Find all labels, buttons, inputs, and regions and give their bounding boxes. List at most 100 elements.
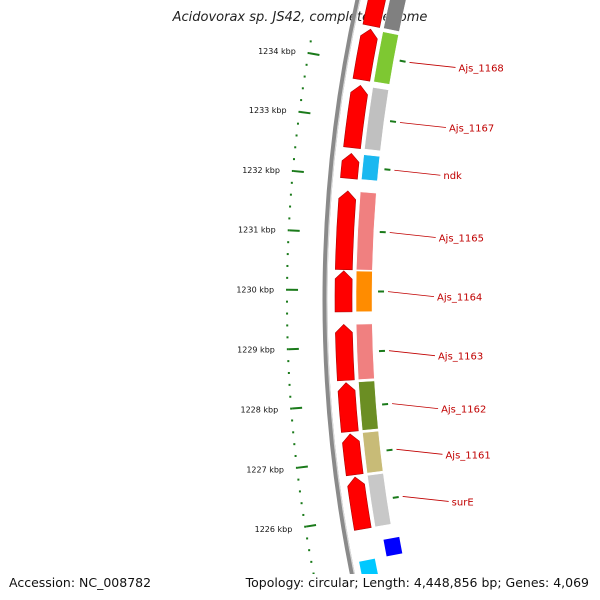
major-tick [297, 465, 308, 469]
cds-arrow [342, 433, 364, 477]
scale-dot [289, 395, 292, 398]
tick-label: 1234 kbp [258, 47, 296, 56]
scale-dot [288, 217, 291, 220]
major-tick [306, 523, 317, 528]
scale-dot [309, 40, 312, 43]
backbone-highlight [326, 0, 361, 590]
scale-dot [286, 348, 289, 351]
cds-arrow [352, 28, 378, 82]
gene-label: surE [452, 497, 474, 508]
scale-dot [294, 454, 297, 457]
gene-tick [389, 120, 397, 123]
topology-label: Topology: circular; Length: 4,448,856 bp… [242, 574, 592, 591]
scale-dot [300, 99, 303, 102]
major-tick [309, 52, 320, 56]
scale-dot [296, 122, 299, 125]
scale-dot [286, 264, 289, 267]
gene-block [373, 31, 399, 85]
cds-track [334, 0, 386, 531]
scale-dot [304, 525, 307, 528]
scale-dot [290, 407, 293, 410]
gene-block [383, 0, 407, 32]
cds-arrow [335, 324, 355, 382]
cds-arrow [347, 476, 372, 531]
scale-dot [312, 572, 315, 575]
gene-block [356, 191, 377, 271]
gene-label-line [394, 169, 441, 176]
tick-label: 1227 kbp [246, 465, 284, 474]
scale-dot [287, 229, 290, 232]
scale-dot [295, 466, 298, 469]
tick-label: 1230 kbp [236, 286, 274, 295]
tick-marks: 1226 kbp 1227 kbp 1228 kbp 1229 kbp 1230 kbp… [236, 47, 320, 534]
accession-label: Accession: NC_008782 [6, 574, 155, 591]
tick-label: 1231 kbp [238, 226, 276, 235]
scale-dot [310, 560, 313, 563]
cds-arrow [343, 85, 368, 149]
backbone-track [322, 0, 361, 590]
scale-dot [297, 478, 300, 481]
tick-label: 1229 kbp [237, 346, 275, 355]
scale-dot [294, 146, 297, 149]
scale-dot [298, 490, 301, 493]
scale-dot [307, 52, 310, 55]
gene-label-line [387, 291, 435, 297]
major-tick [300, 111, 311, 115]
scale-dot [291, 169, 294, 172]
scale-dot [292, 431, 295, 434]
scale-dot [286, 324, 289, 327]
major-tick [292, 406, 303, 410]
gene-label-line [389, 232, 436, 238]
tick-label: 1226 kbp [255, 525, 293, 534]
scale-dot [289, 205, 292, 208]
tick-dot-track [286, 40, 315, 575]
cds-arrow [362, 0, 386, 28]
gene-label: Ajs_1168 [459, 63, 504, 74]
cds-arrow [335, 190, 357, 271]
gene-block [364, 87, 389, 152]
scale-dot [286, 300, 289, 303]
gene-label: Ajs_1167 [449, 123, 494, 134]
backbone-line [322, 0, 361, 590]
scale-dot [291, 419, 294, 422]
scale-dot [286, 312, 289, 315]
gene-label-track: surE Ajs_1161 Ajs_1162 Ajs_1163 Ajs_1164 Ajs_… [378, 59, 504, 508]
tick-label: 1232 kbp [242, 166, 280, 175]
gene-block [355, 270, 373, 313]
gene-track [355, 0, 407, 528]
tick-label: 1233 kbp [249, 106, 287, 115]
scale-dot [286, 288, 289, 291]
gene-label: Ajs_1161 [445, 450, 490, 461]
gene-block [355, 323, 375, 380]
gene-tick [386, 448, 393, 452]
gene-label-line [402, 496, 449, 502]
cds-arrow [340, 152, 360, 180]
gene-label-line [396, 448, 443, 455]
scale-dot [287, 371, 290, 374]
gene-label-line [392, 403, 439, 410]
gene-label: Ajs_1163 [438, 352, 483, 363]
gene-block [361, 154, 381, 182]
scale-dot [305, 63, 308, 66]
cds-arrow [334, 270, 353, 313]
gene-label-line [388, 350, 436, 357]
scale-dot [293, 443, 296, 446]
gene-label: Ajs_1162 [441, 405, 486, 416]
scale-dot [308, 549, 311, 552]
major-tick [293, 170, 304, 173]
scale-dot [292, 158, 295, 161]
cds-arrow [337, 382, 359, 433]
gene-label-line [409, 62, 456, 68]
scale-dot [298, 110, 301, 113]
gene-tick [392, 496, 399, 499]
scale-dot [286, 253, 289, 256]
scale-dot [288, 383, 291, 386]
scale-dot [300, 502, 303, 505]
gene-tick [384, 168, 391, 171]
gene-label: Ajs_1164 [437, 293, 482, 304]
scale-dot [287, 241, 290, 244]
scale-dot [286, 276, 289, 279]
gene-label: Ajs_1165 [439, 233, 484, 244]
gene-tick [399, 59, 406, 63]
